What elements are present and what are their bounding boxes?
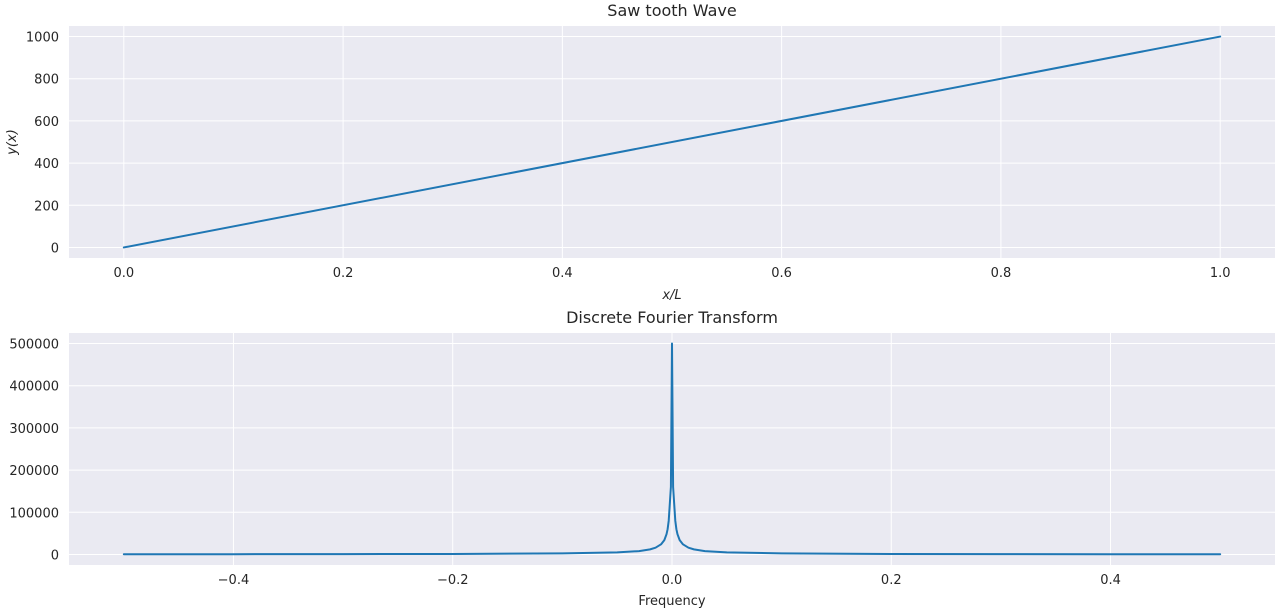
- x-tick-label: 0.4: [552, 266, 573, 281]
- y-tick-label: 500000: [9, 338, 59, 353]
- x-tick-label: 0.0: [113, 266, 134, 281]
- y-axis-label: y(x): [5, 129, 20, 156]
- x-tick-label: 0.2: [333, 266, 354, 281]
- y-tick-label: 400: [34, 157, 59, 172]
- x-axis-label: x/L: [661, 288, 681, 303]
- series-line: [122, 342, 1222, 556]
- y-tick-label: 0: [51, 241, 59, 256]
- y-tick-label: 200000: [9, 464, 59, 479]
- y-tick-label: 400000: [9, 380, 59, 395]
- chart-title: Discrete Fourier Transform: [566, 308, 778, 327]
- series-line: [122, 35, 1222, 249]
- x-tick-label: 0.6: [771, 266, 792, 281]
- chart-title: Saw tooth Wave: [607, 1, 736, 20]
- chart-dft: Discrete Fourier Transform −0.4 −0.2 0.0 0.…: [9, 308, 1275, 609]
- x-tick-label: 1.0: [1210, 266, 1231, 281]
- y-tick-label: 800: [34, 73, 59, 88]
- y-tick-label: 200: [34, 199, 59, 214]
- x-tick-label: 0.0: [662, 573, 683, 588]
- gridlines: [69, 26, 1275, 258]
- y-tick-label: 0: [51, 548, 59, 563]
- y-tick-label: 300000: [9, 422, 59, 437]
- y-tick-label: 600: [34, 115, 59, 130]
- x-tick-label: 0.8: [991, 266, 1012, 281]
- y-tick-label: 100000: [9, 506, 59, 521]
- x-tick-label: 0.2: [881, 573, 902, 588]
- y-tick-label: 1000: [26, 31, 59, 46]
- x-tick-label: −0.2: [437, 573, 469, 588]
- x-tick-label: −0.4: [218, 573, 250, 588]
- x-tick-label: 0.4: [1100, 573, 1121, 588]
- chart-sawtooth: Saw tooth Wave 0.0 0.2 0.4 0.6 0.8 1.0 0 200 400…: [5, 1, 1275, 303]
- x-axis-label: Frequency: [638, 594, 705, 609]
